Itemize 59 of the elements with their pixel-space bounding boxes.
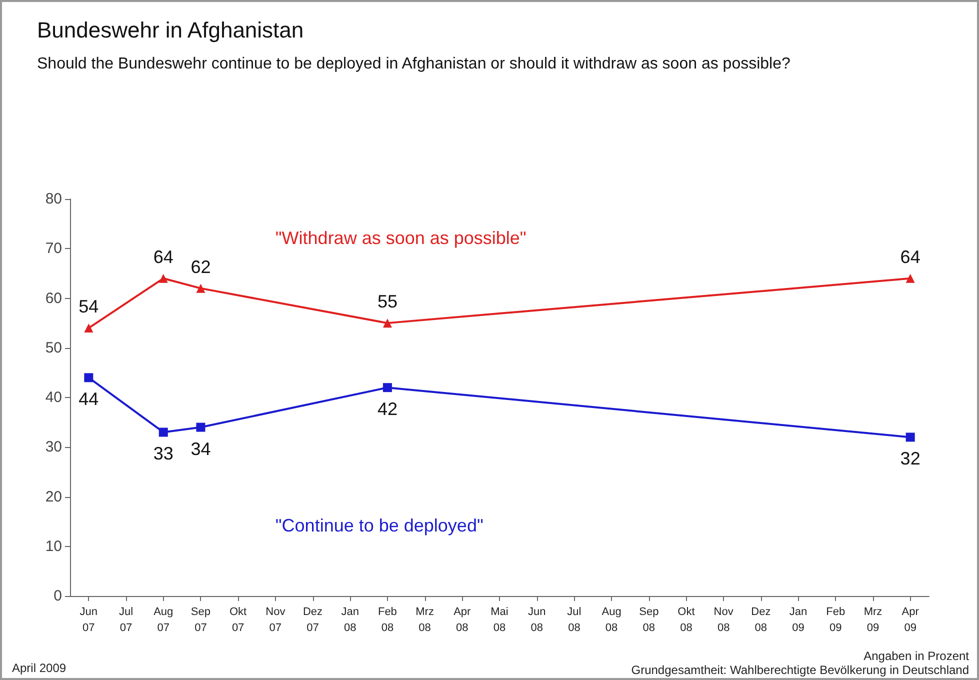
x-tick-label: Nov 08 [714,606,734,634]
x-tick-label: Jul 07 [118,606,134,634]
x-tick-label: Jun 07 [80,606,98,634]
data-label: 64 [900,246,920,267]
text: Grundgesamtheit: Wahlberechtigte Bevölkerung in Deutschland [631,663,970,677]
x-tick-label: Jul 08 [567,606,582,634]
point [84,373,94,382]
y-tick-label: 70 [45,240,62,258]
point [196,422,206,432]
x-tick-label: Mrz 09 [864,606,882,634]
point [158,428,168,437]
data-label: 64 [153,246,174,267]
x-tick-label: Apr 09 [902,606,920,634]
x-tick-label: Sep 07 [190,606,211,634]
x-tick-label: Okt 08 [678,606,695,634]
point [158,274,168,283]
x-tick-label: Dez 08 [751,606,771,634]
x-tick-label: Dez 07 [302,606,323,634]
text: Angaben in Prozent [864,649,970,663]
x-tick-label: Sep 08 [639,606,659,634]
chart-title: Bundeswehr in Afghanistan [37,18,304,42]
text: "Continue to be deployed" [275,516,484,536]
y-tick-label: 40 [45,389,62,406]
x-tick-label: Aug 08 [602,606,622,634]
y-tick-label: 10 [45,538,62,555]
y-tick-label: 30 [45,438,62,456]
y-tick-label: 20 [45,488,62,506]
text: "Withdraw as soon as possible" [275,228,526,248]
point [196,284,206,293]
data-label: 44 [78,389,99,410]
point [382,383,392,392]
point [382,318,392,328]
y-tick-label: 0 [54,588,62,604]
data-label: 62 [190,256,211,277]
x-tick-label: Mai 08 [490,606,508,634]
x-tick-label: Aug 07 [154,606,174,634]
chart-subtitle: Should the Bundeswehr continue to be deployed in Afghanistan or should it withdraw as soon as possible? [37,56,790,72]
x-tick-label: Feb 09 [826,606,846,634]
x-tick-label: Nov 07 [266,606,286,634]
x-tick-label: Okt 07 [230,606,247,634]
data-label: 33 [153,444,174,464]
x-tick-label: Jun 08 [528,606,546,634]
point [84,324,94,333]
data-label: 32 [900,448,920,469]
data-label: 42 [377,399,398,420]
text: April 2009 [12,661,66,675]
x-tick-label: Feb 08 [378,606,397,634]
data-label: 55 [377,292,398,312]
point [906,432,915,442]
y-tick-label: 50 [45,339,62,356]
x-tick-label: Jan 09 [789,606,808,634]
x-tick-label: Mrz 08 [416,606,434,634]
data-label: 34 [190,438,211,459]
point [906,274,915,283]
y-tick-label: 80 [45,190,62,208]
data-label: 54 [78,296,99,317]
y-tick-label: 60 [45,290,62,307]
x-tick-label: Apr 08 [454,606,472,634]
x-tick-label: Jan 08 [341,606,359,634]
